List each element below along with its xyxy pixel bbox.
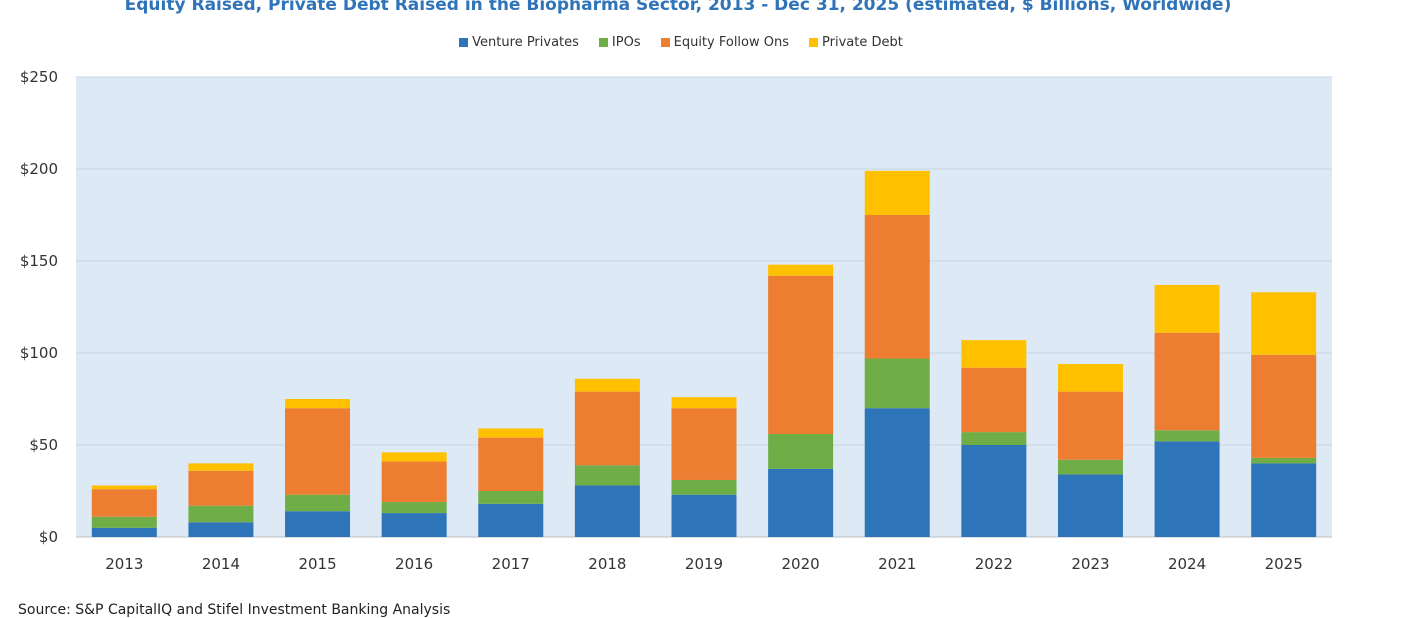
bar-venture-privates-2019 [671, 494, 737, 537]
legend-label-ipos: IPOs [611, 35, 641, 50]
bar-venture-privates-2025 [1251, 463, 1317, 537]
bar-private-debt-2019 [671, 397, 737, 409]
bar-venture-privates-2023 [1057, 474, 1123, 537]
bar-equity-follow-ons-2025 [1251, 354, 1317, 458]
bar-equity-follow-ons-2019 [671, 408, 737, 480]
x-tick-label: 2019 [685, 555, 723, 573]
x-tick-label: 2023 [1071, 555, 1109, 573]
y-tick-label: $50 [29, 436, 58, 454]
bar-venture-privates-2024 [1154, 441, 1220, 537]
x-tick-label: 2017 [492, 555, 530, 573]
bar-ipos-2013 [91, 516, 157, 528]
x-tick-label: 2022 [975, 555, 1013, 573]
bar-ipos-2018 [574, 465, 640, 486]
legend-label-private-debt: Private Debt [822, 35, 903, 50]
y-tick-label: $100 [20, 344, 58, 362]
y-tick-label: $250 [20, 68, 58, 86]
y-tick-label: $200 [20, 160, 58, 178]
bar-ipos-2025 [1251, 457, 1317, 464]
bar-equity-follow-ons-2018 [574, 391, 640, 466]
bar-equity-follow-ons-2017 [478, 437, 544, 491]
bar-private-debt-2021 [864, 170, 930, 215]
bar-private-debt-2013 [91, 485, 157, 490]
bar-private-debt-2015 [285, 399, 351, 409]
bar-venture-privates-2018 [574, 485, 640, 537]
bar-ipos-2024 [1154, 430, 1220, 442]
legend-item-private-debt: Private Debt [809, 35, 903, 50]
source-note: Source: S&P CapitalIQ and Stifel Investm… [18, 602, 451, 618]
bar-private-debt-2016 [381, 452, 447, 462]
x-tick-label: 2015 [298, 555, 336, 573]
bar-venture-privates-2017 [478, 503, 544, 537]
x-tick-label: 2024 [1168, 555, 1206, 573]
bar-equity-follow-ons-2022 [961, 367, 1027, 433]
bar-venture-privates-2015 [285, 511, 351, 537]
bar-private-debt-2024 [1154, 284, 1220, 333]
legend-swatch-ipos [598, 38, 608, 47]
y-tick-label: $0 [39, 528, 58, 546]
bar-equity-follow-ons-2015 [285, 408, 351, 495]
legend-item-ipos: IPOs [598, 35, 641, 50]
x-tick-label: 2021 [878, 555, 916, 573]
bar-equity-follow-ons-2021 [864, 215, 930, 359]
bar-equity-follow-ons-2013 [91, 489, 157, 517]
bar-private-debt-2018 [574, 378, 640, 392]
bar-equity-follow-ons-2020 [768, 275, 834, 434]
legend-swatch-equity-follow-ons [660, 38, 670, 47]
bar-equity-follow-ons-2016 [381, 461, 447, 503]
bar-ipos-2016 [381, 502, 447, 514]
legend-swatch-private-debt [809, 38, 819, 47]
chart-title: Equity Raised, Private Debt Raised in th… [124, 0, 1232, 15]
bar-private-debt-2022 [961, 340, 1027, 368]
bar-ipos-2022 [961, 432, 1027, 445]
legend-swatch-venture-privates [459, 38, 469, 47]
x-tick-label: 2014 [202, 555, 240, 573]
bar-ipos-2020 [768, 433, 834, 469]
x-tick-label: 2018 [588, 555, 626, 573]
bar-ipos-2019 [671, 479, 737, 495]
bar-equity-follow-ons-2023 [1057, 391, 1123, 460]
bar-venture-privates-2016 [381, 513, 447, 537]
bar-private-debt-2014 [188, 463, 254, 471]
bar-venture-privates-2022 [961, 445, 1027, 537]
x-tick-label: 2025 [1265, 555, 1303, 573]
bar-ipos-2014 [188, 505, 254, 523]
bar-ipos-2023 [1057, 459, 1123, 475]
x-tick-label: 2020 [782, 555, 820, 573]
legend-label-venture-privates: Venture Privates [472, 35, 579, 50]
legend-item-equity-follow-ons: Equity Follow Ons [660, 35, 790, 50]
bar-private-debt-2023 [1057, 364, 1123, 392]
bar-equity-follow-ons-2014 [188, 470, 254, 506]
bar-ipos-2021 [864, 358, 930, 409]
bar-venture-privates-2020 [768, 468, 834, 537]
bar-equity-follow-ons-2024 [1154, 332, 1220, 431]
bar-ipos-2017 [478, 491, 544, 504]
y-tick-label: $150 [20, 252, 58, 270]
bar-ipos-2015 [285, 494, 351, 512]
bar-private-debt-2020 [768, 264, 834, 276]
bar-venture-privates-2021 [864, 408, 930, 537]
bar-private-debt-2017 [478, 428, 544, 438]
bar-private-debt-2025 [1251, 292, 1317, 355]
x-tick-label: 2016 [395, 555, 433, 573]
legend-label-equity-follow-ons: Equity Follow Ons [673, 35, 790, 50]
legend-item-venture-privates: Venture Privates [459, 35, 579, 50]
bar-venture-privates-2014 [188, 522, 254, 537]
bar-venture-privates-2013 [91, 527, 157, 537]
x-tick-label: 2013 [105, 555, 143, 573]
legend: Venture Privates IPOs Equity Follow Ons … [0, 35, 1362, 50]
